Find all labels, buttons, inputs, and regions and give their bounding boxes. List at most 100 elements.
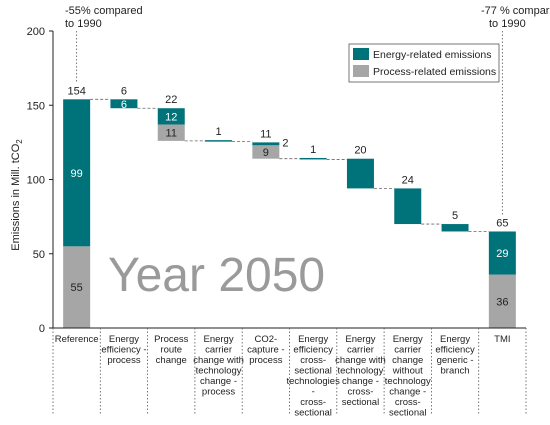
watermark-text: Year 2050 — [108, 249, 325, 302]
category-label-line: branch — [441, 366, 470, 377]
category-label-line: efficiency — [435, 345, 475, 356]
legend-label-energy: Energy-related emissions — [373, 49, 491, 61]
category-label-line: technology — [196, 366, 242, 377]
bar-segment-label: 55 — [71, 282, 83, 294]
y-tick-label: 0 — [39, 323, 45, 335]
category-label-line: efficiency — [293, 345, 333, 356]
category-label: TMI — [494, 334, 510, 345]
category-label-line: change — [392, 355, 423, 366]
bar-segment-label: 11 — [166, 128, 177, 140]
bar-segment-energy — [441, 224, 469, 232]
category-label-line: carrier — [394, 345, 421, 356]
category-label-line: change — [156, 355, 187, 366]
category-label-line: CO2- — [254, 334, 277, 345]
category-label-line: process — [249, 355, 283, 366]
bar-segment-energy — [252, 142, 280, 146]
bar-segment-process — [252, 145, 280, 159]
category-label-line: sectional — [294, 366, 332, 377]
category-label: Energy carrier change without technology chan… — [385, 334, 431, 419]
category-label: Energy efficiency generic -branch — [435, 334, 475, 377]
bar-total-label: 24 — [402, 174, 414, 186]
category-label-line: TMI — [494, 334, 510, 345]
bar-segment-energy — [63, 99, 91, 247]
category-label: Energy carrier change with technology change… — [335, 334, 386, 408]
category-label-line: cross- — [300, 397, 326, 408]
category-label-line: cross- — [300, 355, 326, 366]
category-label-line: change - — [389, 387, 426, 398]
category-label-line: Energy — [393, 334, 423, 345]
category-label-line: change - — [200, 376, 237, 387]
category-label: Reference — [55, 334, 99, 345]
bar-segment-label: 29 — [496, 248, 508, 260]
bar-total-label: 1 — [215, 126, 221, 138]
bar-segment-process — [63, 246, 91, 328]
bar-segment-label: 36 — [496, 296, 508, 308]
category-label-line: Energy — [203, 334, 233, 345]
bar-segment-energy — [157, 108, 185, 125]
category-label-line: change with — [335, 355, 386, 366]
bar-segment-label: 99 — [71, 168, 83, 180]
category-label: Energy efficiency cross-sectional technolog… — [286, 334, 340, 419]
category-label-line: Energy — [298, 334, 328, 345]
category-label-line: Process — [154, 334, 189, 345]
bar-segment-label: 9 — [263, 147, 269, 159]
bar-total-label: 11 — [260, 128, 271, 140]
bar-segment-energy — [299, 157, 327, 160]
category-label-line: - — [312, 387, 315, 398]
legend: Energy-related emissions Process-related… — [348, 43, 500, 83]
category-label-line: technologies — [286, 376, 340, 387]
annotation-right-line1: -77 % compared — [481, 5, 550, 17]
category-label-line: generic - — [437, 355, 474, 366]
category-label-line: process — [107, 355, 141, 366]
y-tick-label: 100 — [27, 175, 45, 187]
bar-segment-energy — [205, 140, 233, 142]
y-tick-label: 50 — [33, 249, 45, 261]
bar-segment-label: 6 — [121, 99, 127, 111]
category-label-line: Energy — [345, 334, 375, 345]
category-label-line: route — [160, 345, 182, 356]
bar-segment-energy — [110, 99, 138, 109]
bar-total-label: 20 — [354, 145, 366, 157]
y-tick-label: 200 — [27, 26, 45, 38]
category-label-line: capture - — [247, 345, 285, 356]
category-label-line: carrier — [205, 345, 232, 356]
bar-segment-label: 12 — [165, 111, 177, 123]
bar-total-label: 6 — [121, 85, 127, 97]
bar-segment-energy — [394, 188, 422, 225]
category-label-line: sectional — [294, 408, 332, 419]
annotations: -55% compared to 1990 -77 % compared to … — [65, 5, 550, 216]
bar-total-label: 65 — [496, 217, 508, 229]
annotation-right-line2: to 1990 — [489, 18, 526, 30]
category-label-line: sectional — [389, 408, 427, 419]
category-label-line: change with — [193, 355, 244, 366]
category-label-line: efficiency - — [101, 345, 146, 356]
annotation-left-line1: -55% compared — [65, 5, 143, 17]
bar-segment-energy — [488, 231, 516, 275]
y-axis-label-subscript: 2 — [15, 139, 24, 144]
category-label: Process route change — [154, 334, 189, 366]
category-label-line: Energy — [109, 334, 139, 345]
bar-total-label: 154 — [67, 85, 85, 97]
bar-segment-process — [157, 124, 185, 141]
category-label-line: process — [202, 387, 236, 398]
category-label-line: cross- — [395, 397, 421, 408]
bar-total-label: 1 — [310, 144, 316, 156]
bar-segment-energy — [346, 158, 374, 189]
category-label-line: Reference — [55, 334, 99, 345]
category-label-line: sectional — [342, 397, 380, 408]
category-label: Energy efficiency -process — [101, 334, 146, 366]
category-label: CO2-capture -process — [247, 334, 285, 366]
category-label-line: carrier — [347, 345, 374, 356]
category-label: Energy carrier change with technology change… — [193, 334, 244, 398]
category-label-line: cross- — [348, 387, 374, 398]
category-label-line: change - — [342, 376, 379, 387]
category-label-line: technology — [385, 376, 431, 387]
annotation-left-line2: to 1990 — [65, 18, 102, 30]
legend-swatch-process — [353, 65, 369, 77]
bar-total-label: 5 — [452, 210, 458, 222]
bar-total-label: 22 — [165, 94, 177, 106]
category-label-line: Energy — [440, 334, 470, 345]
category-label-line: technology — [337, 366, 383, 377]
